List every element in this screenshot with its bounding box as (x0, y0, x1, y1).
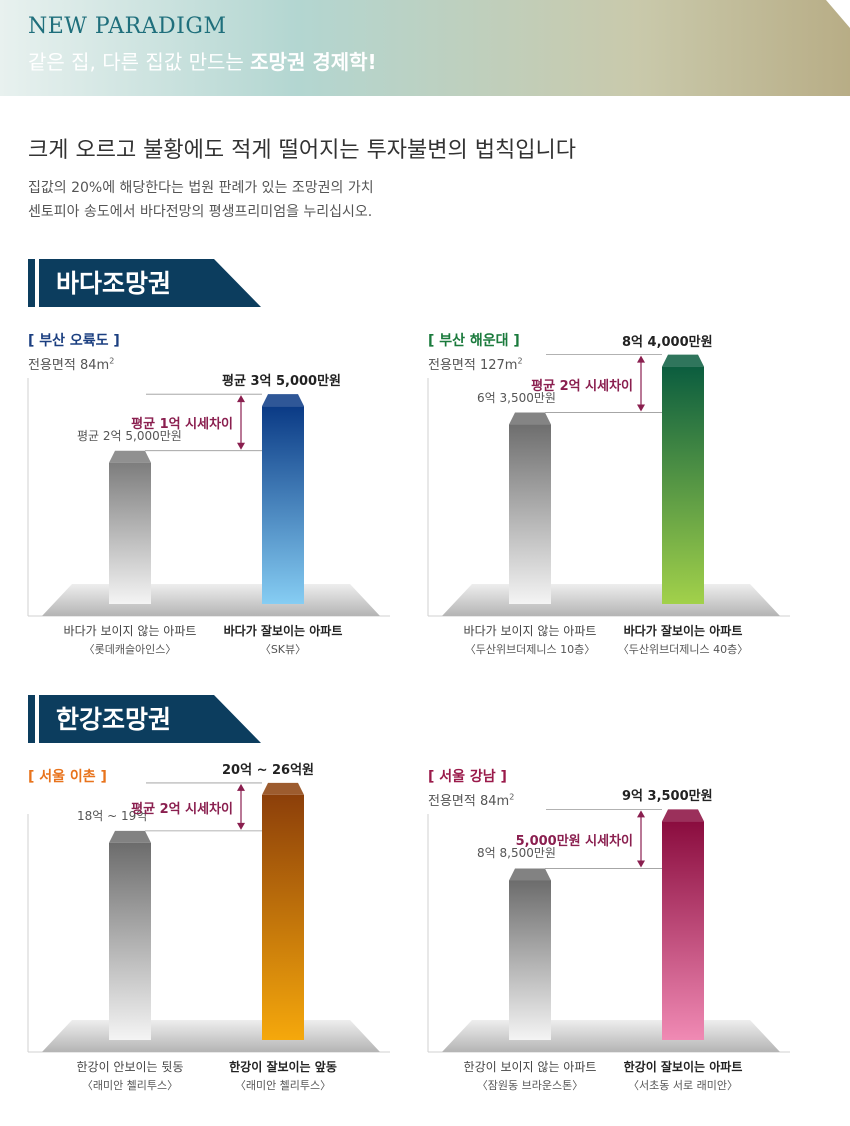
chart-seoul-gangnam: [ 서울 강남 ] 전용면적 84m2 8억 8,500만원 9억 3,500만원 5,… (427, 766, 828, 1126)
chart-canvas (427, 354, 790, 617)
bar-no-view (509, 880, 551, 1040)
category-sublabel: 〈롯데캐슬아인스〉 (83, 643, 177, 656)
section-title: 한강조망권 (56, 705, 172, 734)
bar-view (662, 366, 704, 604)
bar-no-view (509, 424, 551, 604)
bar-cap (509, 412, 551, 425)
chart-busan-oryukdo: [ 부산 오륙도 ] 전용면적 84m2 평균 2억 5,000만원 평균 3억 5,… (27, 330, 428, 690)
section-label-shape (39, 259, 261, 307)
value-label-high: 평균 3억 5,000만원 (222, 374, 342, 390)
arrow-head-down (637, 860, 645, 868)
category-label: 바다가 잘보이는 아파트 (223, 624, 343, 638)
bar-cap (662, 809, 704, 822)
chart-location: [ 서울 이촌 ] (28, 769, 107, 785)
bar-cap (109, 450, 151, 463)
section-label-shape (39, 695, 261, 743)
category-sublabel: 〈두산위브더제니스 10층〉 (464, 643, 596, 656)
chart-location: [ 부산 오륙도 ] (28, 333, 120, 349)
intro-description: 집값의 20%에 해당한다는 법원 판례가 있는 조망권의 가치 센토피아 송도… (28, 176, 374, 224)
banner-background (0, 0, 850, 96)
value-label-high: 9억 3,500만원 (622, 789, 713, 805)
intro-line: 집값의 20%에 해당한다는 법원 판례가 있는 조망권의 가치 (28, 180, 374, 196)
area-unit-sup: 2 (109, 356, 115, 366)
chart-canvas (427, 808, 790, 1053)
chart-location: [ 서울 강남 ] (428, 769, 507, 785)
arrow-head-down (237, 442, 245, 450)
category-sublabel: 〈래미안 첼리투스〉 (81, 1079, 179, 1092)
value-label-low: 6억 3,500만원 (477, 390, 556, 405)
arrow-head-up (237, 395, 245, 403)
page-headline: 크게 오르고 불황에도 적게 떨어지는 투자불변의 법칙입니다 (28, 138, 576, 163)
bar-cap (109, 830, 151, 843)
category-label: 한강이 잘보이는 아파트 (623, 1060, 743, 1074)
header-banner: NEW PARADIGM 같은 집, 다른 집값 만드는 조망권 경제학! (0, 0, 850, 96)
difference-label: 5,000만원 시세차이 (515, 833, 633, 849)
section-label-sea: 바다조망권 (28, 256, 261, 310)
chart-canvas (27, 782, 390, 1053)
section-label-river: 한강조망권 (28, 692, 261, 746)
chart-location: [ 부산 해운대 ] (428, 333, 520, 349)
value-label-high: 20억 ~ 26억원 (222, 762, 315, 778)
bar-cap (262, 782, 304, 795)
value-label-low: 평균 2억 5,000만원 (77, 428, 182, 443)
value-label-high: 8억 4,000만원 (622, 334, 713, 350)
banner-eyebrow: NEW PARADIGM (28, 14, 227, 39)
bar-cap (509, 868, 551, 881)
area-unit-sup: 2 (509, 792, 515, 802)
category-sublabel: 〈서초동 서로 래미안〉 (628, 1079, 738, 1092)
banner-subtitle: 같은 집, 다른 집값 만드는 조망권 경제학! (28, 46, 377, 75)
section-accent-bar (28, 695, 35, 743)
category-sublabel: 〈두산위브더제니스 40층〉 (617, 643, 749, 656)
category-label: 바다가 보이지 않는 아파트 (63, 624, 197, 638)
section-title: 바다조망권 (56, 269, 172, 298)
floor-platform (442, 584, 780, 616)
floor-platform (42, 584, 380, 616)
chart-busan-haeundae: [ 부산 해운대 ] 전용면적 127m2 6억 3,500만원 8억 4,000만원… (427, 330, 828, 690)
category-label: 한강이 보이지 않는 아파트 (463, 1060, 597, 1074)
bar-cap (262, 394, 304, 407)
area-unit-sup: 2 (517, 356, 523, 366)
area-text: 전용면적 127m (428, 358, 518, 373)
value-label-low: 18억 ~ 19억 (77, 808, 148, 823)
intro-line: 센토피아 송도에서 바다전망의 평생프리미엄을 누리십시오. (28, 204, 373, 220)
value-label-low: 8억 8,500만원 (477, 846, 556, 861)
floor-platform (42, 1020, 380, 1052)
area-text: 전용면적 84m (28, 358, 110, 373)
bar-no-view (109, 842, 151, 1040)
difference-label: 평균 2억 시세차이 (131, 801, 233, 817)
bar-view (262, 794, 304, 1040)
bar-view (262, 406, 304, 604)
chart-area: 전용면적 127m2 (428, 354, 523, 373)
difference-label: 평균 2억 시세차이 (531, 378, 633, 394)
category-sublabel: 〈SK뷰〉 (259, 643, 307, 656)
arrow-head-down (637, 404, 645, 412)
chart-canvas (27, 378, 390, 617)
floor-platform (442, 1020, 780, 1052)
category-sublabel: 〈래미안 첼리투스〉 (234, 1079, 332, 1092)
arrow-head-down (237, 822, 245, 830)
bar-view (662, 821, 704, 1040)
arrow-head-up (637, 810, 645, 818)
bar-no-view (109, 462, 151, 604)
chart-area: 전용면적 84m2 (428, 790, 514, 809)
arrow-head-up (637, 355, 645, 363)
section-accent-bar (28, 259, 35, 307)
bar-cap (662, 354, 704, 367)
category-sublabel: 〈잠원동 브라운스톤〉 (476, 1079, 584, 1092)
category-label: 한강이 안보이는 뒷동 (76, 1060, 184, 1074)
difference-label: 평균 1억 시세차이 (131, 417, 233, 433)
area-text: 전용면적 84m (428, 794, 510, 809)
category-label: 바다가 잘보이는 아파트 (623, 624, 743, 638)
banner-subtitle-plain: 같은 집, 다른 집값 만드는 (28, 50, 251, 74)
category-label: 한강이 잘보이는 앞동 (229, 1060, 337, 1074)
chart-area: 전용면적 84m2 (28, 354, 114, 373)
category-label: 바다가 보이지 않는 아파트 (463, 624, 597, 638)
banner-subtitle-bold: 조망권 경제학! (250, 50, 377, 74)
arrow-head-up (237, 783, 245, 791)
